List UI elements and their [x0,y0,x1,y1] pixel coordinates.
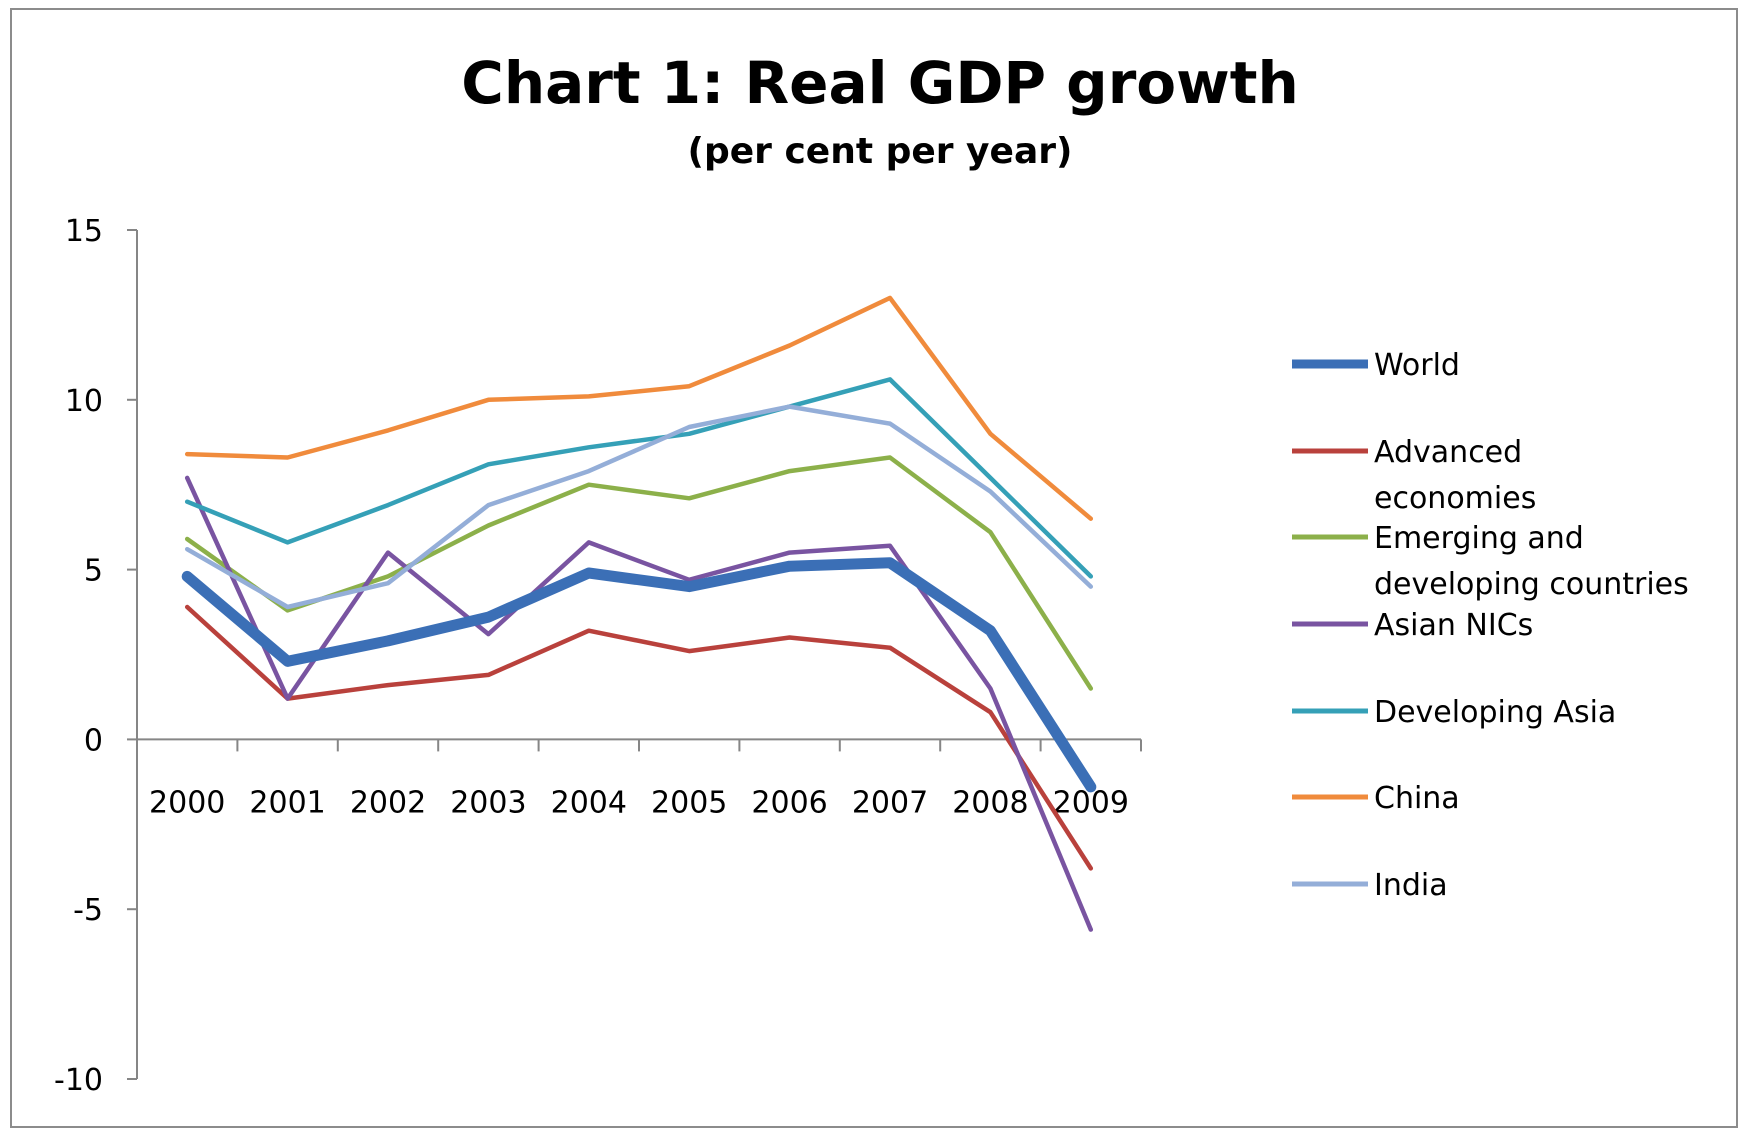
chart-title: Chart 1: Real GDP growth [461,49,1299,117]
legend-label: Developing Asia [1374,695,1616,730]
axes: 15 10 5 0 -5 -10 2000 2001 2002 2003 2004 2005 2006 2… [54,214,1142,1098]
x-tick-label: 2007 [852,785,928,820]
x-tick-label: 2006 [751,785,827,820]
legend-label: India [1374,868,1448,903]
series-line-developing-asia [184,377,1094,579]
legend-item-india: India [1292,868,1448,903]
legend-item-emerging-and-developing-countries: Emerging and developing countries [1292,521,1689,602]
x-tick-label: 2003 [450,785,526,820]
legend-label: World [1374,348,1460,383]
series-line-china [184,295,1094,521]
legend-item-developing-asia: Developing Asia [1292,695,1616,730]
x-tick-label: 2001 [249,785,325,820]
series-line-world [181,557,1097,793]
x-tick-label: 2004 [551,785,627,820]
x-tick-label: 2005 [651,785,727,820]
legend-item-advanced-economies: Advanced economies [1292,435,1536,516]
legend-label: Emerging and developing countries [1374,521,1689,602]
x-tick-label: 2000 [149,785,225,820]
y-tick-label: 15 [65,214,103,249]
y-tick-label: -10 [54,1063,103,1098]
legend-item-china: China [1292,781,1460,816]
y-tick-label: -5 [73,893,103,928]
legend-label: China [1374,781,1460,816]
x-tick-label: 2002 [350,785,426,820]
series-line-india [184,404,1094,610]
legend-item-world: World [1292,348,1460,383]
legend-label: Asian NICs [1374,608,1533,643]
legend-label: Advanced economies [1374,435,1536,516]
series-lines [181,295,1097,932]
series-line-advanced-economies [184,604,1094,871]
series-line-asian-nics [184,475,1094,932]
x-tick-label: 2008 [952,785,1028,820]
y-tick-label: 10 [65,384,103,419]
legend-item-asian-nics: Asian NICs [1292,608,1533,643]
chart-subtitle: (per cent per year) [688,131,1073,172]
y-tick-label: 0 [84,723,103,758]
y-tick-label: 5 [84,554,103,589]
